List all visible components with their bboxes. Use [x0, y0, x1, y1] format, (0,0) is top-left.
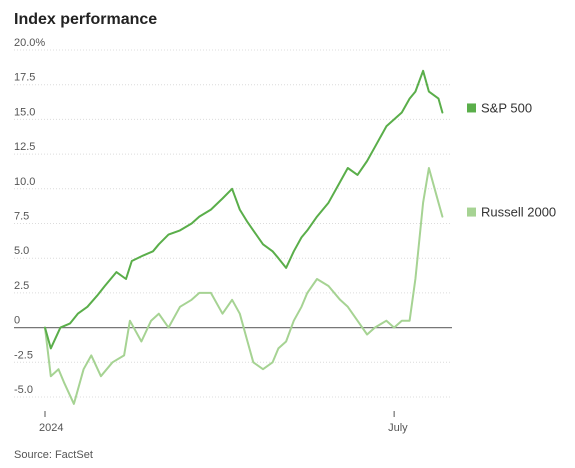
y-tick-label: 5.0 — [14, 245, 29, 257]
legend-swatch-russell2000 — [467, 207, 476, 217]
chart-title: Index performance — [14, 11, 157, 28]
chart-source: Source: FactSet — [14, 449, 93, 461]
x-axis: 2024 July — [39, 411, 408, 434]
y-tick-label: -2.5 — [14, 349, 33, 361]
legend-swatch-sp500 — [467, 103, 476, 113]
x-tick-label: 2024 — [39, 422, 63, 434]
y-tick-label: 12.5 — [14, 141, 35, 153]
y-tick-label: 15.0 — [14, 106, 35, 118]
y-tick-label: -5.0 — [14, 384, 33, 396]
y-tick-label: 2.5 — [14, 280, 29, 292]
x-tick-label: July — [388, 422, 408, 434]
legend-label-russell2000: Russell 2000 — [481, 205, 556, 220]
y-tick-label: 0 — [14, 315, 20, 327]
series-line-sp500 — [44, 69, 444, 350]
chart-grid — [14, 49, 452, 398]
legend-label-sp500: S&P 500 — [481, 100, 532, 115]
chart-series — [44, 69, 444, 405]
y-tick-label: 20.0% — [14, 37, 45, 49]
chart-legend: S&P 500 Russell 2000 — [467, 100, 556, 220]
y-axis-ticks: 20.0% 17.5 15.0 12.5 10.0 7.5 5.0 2.5 0 -2.5 -5.0 — [14, 37, 45, 396]
y-tick-label: 10.0 — [14, 176, 35, 188]
y-tick-label: 7.5 — [14, 211, 29, 223]
series-line-russell2000 — [44, 167, 444, 405]
y-tick-label: 17.5 — [14, 72, 35, 84]
